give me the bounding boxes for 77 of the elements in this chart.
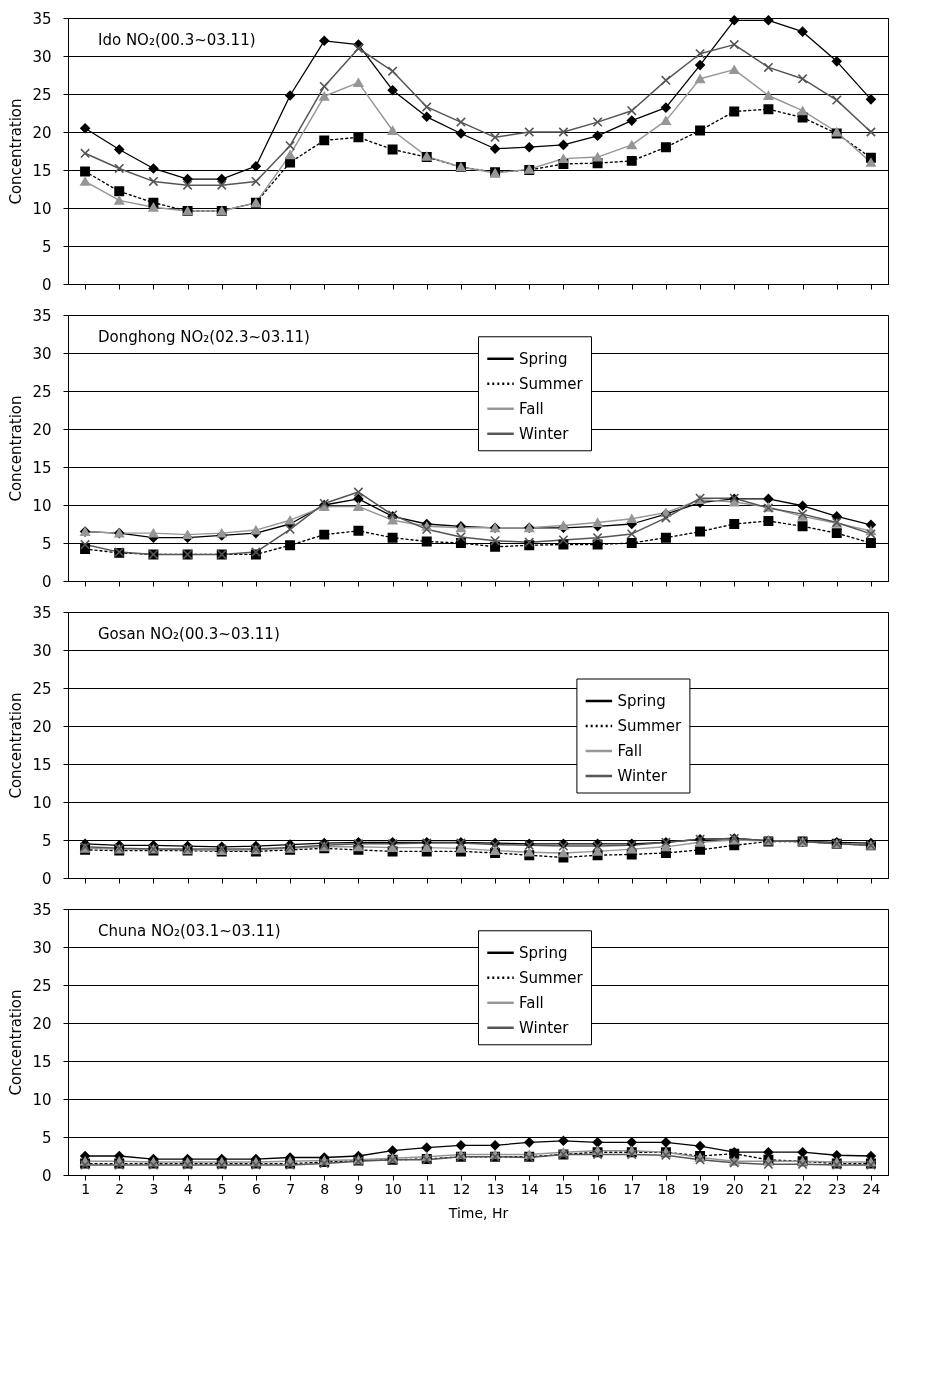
legend-label: Summer — [519, 374, 584, 393]
y-tick-label: 25 — [32, 85, 52, 104]
y-tick-label: 35 — [32, 603, 52, 622]
legend-label: Spring — [519, 943, 568, 962]
y-tick-label: 0 — [41, 275, 52, 294]
x-tick-label: 1 — [81, 1180, 91, 1197]
x-tick-label: 7 — [286, 1180, 296, 1197]
legend-label: Winter — [519, 424, 570, 443]
x-tick-label: 6 — [251, 1180, 261, 1197]
y-tick-label: 35 — [32, 900, 52, 919]
x-tick-label: 17 — [623, 1180, 642, 1197]
y-tick-label: 10 — [32, 1090, 52, 1109]
legend-label: Summer — [519, 968, 584, 987]
x-tick-label: 12 — [452, 1180, 471, 1197]
x-tick-label: 11 — [418, 1180, 437, 1197]
y-tick-label: 25 — [32, 382, 52, 401]
legend-label: Spring — [519, 349, 568, 368]
y-tick-label: 0 — [41, 869, 52, 888]
y-tick-label: 20 — [32, 420, 52, 439]
y-tick-label: 10 — [32, 496, 52, 515]
y-tick-label: 30 — [32, 47, 52, 66]
x-axis-title: Time, Hr — [447, 1204, 509, 1221]
y-tick-label: 15 — [32, 1052, 52, 1071]
x-tick-label: 16 — [589, 1180, 608, 1197]
y-tick-label: 15 — [32, 161, 52, 180]
x-tick-label: 15 — [555, 1180, 573, 1197]
y-tick-label: 5 — [41, 831, 52, 850]
y-tick-label: 0 — [41, 572, 52, 591]
y-tick-label: 5 — [41, 1128, 52, 1147]
y-axis-title: Concentration — [7, 692, 26, 799]
y-tick-label: 35 — [32, 9, 52, 28]
x-tick-label: 3 — [149, 1180, 159, 1197]
legend-label: Winter — [617, 767, 668, 785]
x-tick-label: 10 — [384, 1180, 402, 1197]
x-tick-label: 8 — [320, 1180, 330, 1197]
y-axis-title: Concentration — [7, 98, 26, 205]
y-tick-label: 15 — [32, 458, 52, 477]
x-tick-label: 23 — [828, 1180, 847, 1197]
y-tick-label: 20 — [32, 1014, 52, 1033]
y-tick-label: 15 — [32, 755, 52, 774]
legend-label: Summer — [617, 717, 682, 735]
y-axis-title: Concentration — [7, 989, 26, 1096]
y-tick-label: 20 — [32, 123, 52, 142]
text: Gosan NO₂(00.3~03.11) — [98, 625, 280, 643]
y-tick-label: 25 — [32, 976, 52, 995]
y-tick-label: 20 — [32, 717, 52, 736]
text: Ido NO₂(00.3~03.11) — [98, 31, 256, 49]
y-tick-label: 30 — [32, 938, 52, 957]
x-tick-label: 22 — [794, 1180, 812, 1197]
y-axis-title: Concentration — [7, 395, 26, 502]
legend-label: Winter — [519, 1018, 570, 1037]
x-tick-label: 19 — [691, 1180, 710, 1197]
y-tick-label: 10 — [32, 793, 52, 812]
legend-label: Fall — [519, 399, 544, 418]
legend-label: Spring — [617, 692, 666, 710]
y-tick-label: 30 — [32, 344, 52, 363]
text: Chuna NO₂(03.1~03.11) — [98, 922, 281, 940]
y-tick-label: 10 — [32, 199, 52, 218]
legend-label: Fall — [519, 993, 544, 1012]
y-tick-label: 5 — [41, 534, 52, 553]
x-tick-label: 5 — [217, 1180, 227, 1197]
y-tick-label: 35 — [32, 306, 52, 325]
x-tick-label: 24 — [862, 1180, 881, 1197]
x-tick-label: 2 — [115, 1180, 125, 1197]
x-tick-label: 18 — [657, 1180, 676, 1197]
x-tick-label: 4 — [183, 1180, 193, 1197]
x-tick-label: 14 — [520, 1180, 539, 1197]
y-tick-label: 5 — [41, 237, 52, 256]
x-tick-label: 13 — [486, 1180, 505, 1197]
text: Donghong NO₂(02.3~03.11) — [98, 328, 310, 346]
legend-label: Fall — [617, 742, 643, 760]
x-tick-label: 20 — [725, 1180, 744, 1197]
y-tick-label: 25 — [32, 679, 52, 698]
y-tick-label: 30 — [32, 641, 52, 660]
x-tick-label: 9 — [354, 1180, 364, 1197]
x-tick-label: 21 — [760, 1180, 778, 1197]
y-tick-label: 0 — [41, 1166, 52, 1185]
